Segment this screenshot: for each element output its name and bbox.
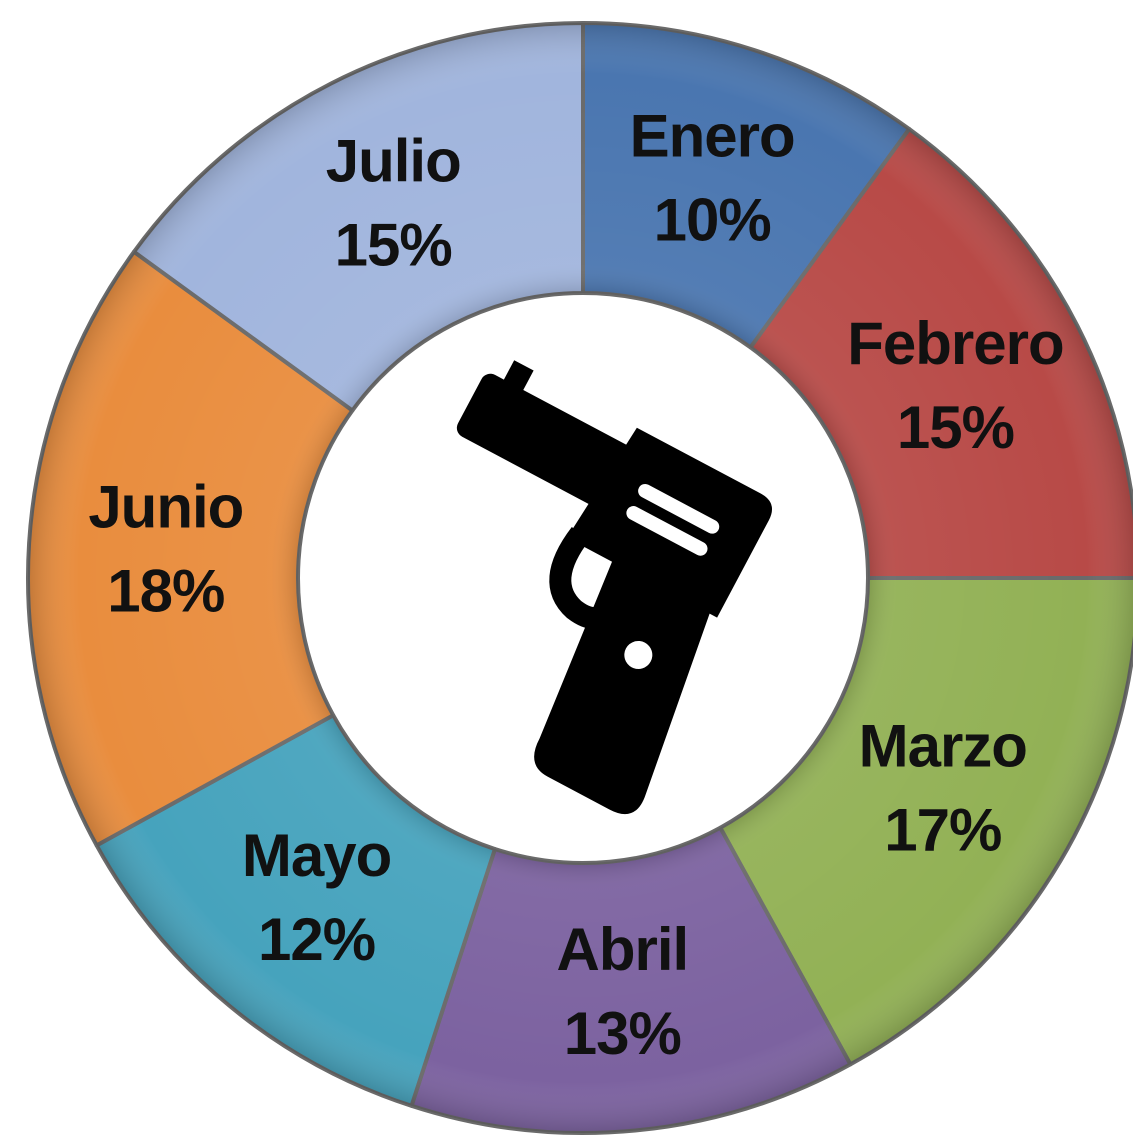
slice-label: Julio <box>326 127 461 194</box>
slice-label: Enero <box>630 102 795 169</box>
slice-label: Febrero <box>847 310 1063 377</box>
slice-label: Marzo <box>859 713 1027 780</box>
slice-label: Mayo <box>242 822 391 889</box>
slice-value-label: 15% <box>335 211 452 278</box>
slice-value-label: 18% <box>107 558 224 625</box>
slice-value-label: 12% <box>258 906 375 973</box>
slice-value-label: 10% <box>654 186 771 253</box>
slice-value-label: 15% <box>897 394 1014 461</box>
slice-label: Abril <box>557 916 689 983</box>
labels: Enero 10% Febrero 15% Marzo 17% Abril 13% Mayo 12… <box>88 102 1064 1067</box>
slice-label: Junio <box>88 474 243 541</box>
revolver-icon <box>456 360 772 815</box>
slice-value-label: 13% <box>564 1000 681 1067</box>
slice-value-label: 17% <box>884 797 1001 864</box>
